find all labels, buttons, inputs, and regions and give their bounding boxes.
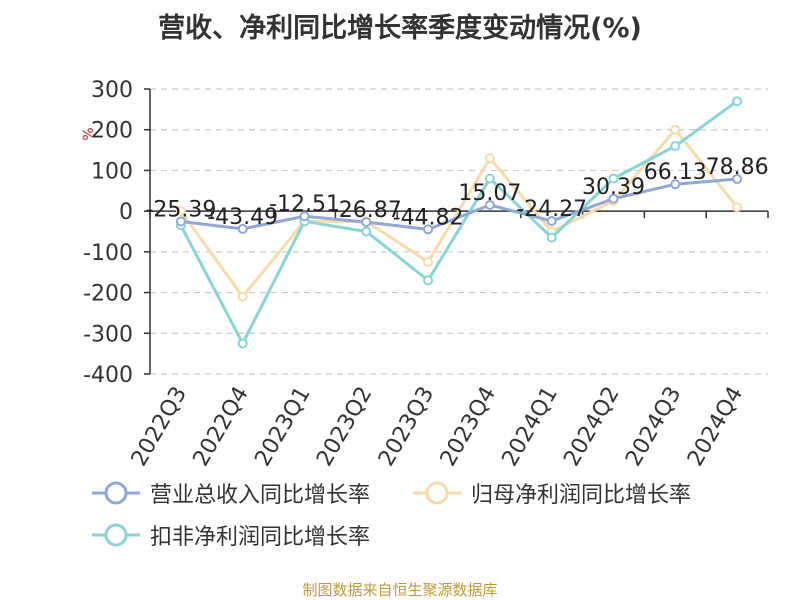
series-line-0 xyxy=(180,177,738,231)
data-label: -12.51 xyxy=(269,192,340,217)
data-point xyxy=(175,216,186,227)
legend-line-marker xyxy=(92,481,140,505)
x-tick-label: 2024Q4 xyxy=(683,383,748,471)
data-point xyxy=(608,193,619,204)
data-label: 15.07 xyxy=(458,181,521,206)
data-label: -43.49 xyxy=(207,205,278,230)
y-tick-label: 0 xyxy=(119,200,133,225)
data-point xyxy=(484,200,495,211)
grid-lines xyxy=(150,88,768,375)
data-labels: -25.39-43.49-12.51-26.87-44.8215.07-24.2… xyxy=(145,155,768,230)
y-tick-label: 100 xyxy=(91,159,133,184)
data-label: -26.87 xyxy=(331,198,402,223)
x-tick-label: 2024Q1 xyxy=(498,383,563,471)
x-tick-label: 2023Q1 xyxy=(250,383,315,471)
data-label: 78.86 xyxy=(706,155,769,180)
legend-label: 营业总收入同比增长率 xyxy=(150,483,371,508)
x-tick-label: 2022Q4 xyxy=(189,383,254,471)
series-line-1 xyxy=(179,128,739,299)
data-point xyxy=(546,216,557,227)
data-point xyxy=(546,232,557,243)
data-point xyxy=(299,211,310,222)
data-point xyxy=(237,223,248,234)
y-tick-label: 200 xyxy=(91,119,133,144)
data-point xyxy=(175,206,186,217)
legend-line-marker xyxy=(413,481,461,505)
data-point xyxy=(423,224,434,235)
x-tick-label: 2023Q3 xyxy=(374,382,439,470)
x-tick-label: 2024Q3 xyxy=(621,383,686,471)
data-point xyxy=(732,174,743,185)
data-label: 30.39 xyxy=(582,175,645,200)
data-label: 66.13 xyxy=(644,160,707,185)
legend-item-net-profit[interactable]: 归母净利润同比增长率 xyxy=(413,478,691,508)
y-tick-label: -100 xyxy=(83,241,133,266)
data-point xyxy=(423,275,434,286)
x-tick-label: 2024Q2 xyxy=(559,383,624,471)
data-point xyxy=(484,173,495,184)
series-line-2 xyxy=(179,99,738,345)
series-lines xyxy=(175,96,743,349)
y-tick-label: 300 xyxy=(91,78,133,103)
x-tick-label: 2023Q4 xyxy=(436,383,501,471)
data-label: -25.39 xyxy=(145,197,216,222)
data-point xyxy=(484,153,495,164)
x-tick-label: 2023Q2 xyxy=(312,383,377,471)
data-point xyxy=(670,141,681,151)
data-point xyxy=(670,124,681,135)
data-label: -24.27 xyxy=(516,197,587,222)
data-point xyxy=(608,173,619,184)
data-point xyxy=(237,291,248,302)
data-point xyxy=(670,179,681,190)
y-tick-label: -200 xyxy=(83,282,133,307)
y-tick-label: -400 xyxy=(83,363,133,388)
data-point xyxy=(732,202,743,213)
data-point xyxy=(361,226,372,237)
legend-label: 扣非净利润同比增长率 xyxy=(150,525,371,550)
legend-label: 归母净利润同比增长率 xyxy=(471,483,692,508)
data-point xyxy=(237,338,248,349)
source-note: 制图数据来自恒生聚源数据库 xyxy=(302,581,498,599)
legend-item-deducted-profit[interactable]: 扣非净利润同比增长率 xyxy=(92,520,370,550)
y-tick-label: -300 xyxy=(83,322,133,347)
data-label: -44.82 xyxy=(393,205,464,230)
x-tick-label: 2022Q3 xyxy=(127,383,192,471)
y-axis-unit-label: % xyxy=(81,127,97,140)
legend-item-revenue[interactable]: 营业总收入同比增长率 xyxy=(92,478,370,508)
axes: 3002001000-100-200-300-4002022Q32022Q420… xyxy=(83,78,769,471)
data-point xyxy=(361,217,372,228)
chart-title: 营收、净利同比增长率季度变动情况(%) xyxy=(158,13,642,44)
data-point xyxy=(732,96,743,107)
legend-line-marker xyxy=(92,523,140,547)
data-point xyxy=(423,257,434,268)
